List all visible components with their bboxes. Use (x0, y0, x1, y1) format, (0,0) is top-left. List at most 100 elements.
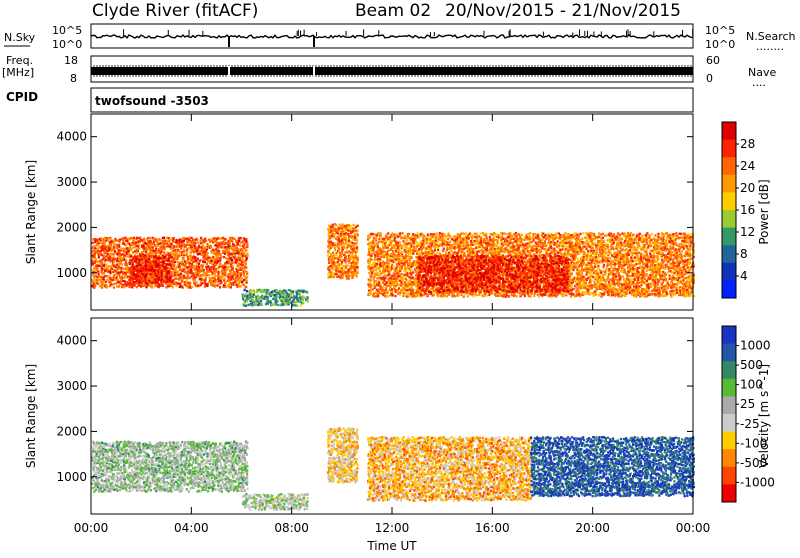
data-cell (110, 253, 112, 255)
data-cell (342, 241, 344, 243)
data-cell (130, 249, 132, 251)
data-cell (454, 246, 456, 248)
data-cell (468, 237, 470, 239)
data-cell (354, 237, 356, 239)
data-cell (406, 273, 408, 275)
data-cell (145, 246, 147, 248)
data-cell (123, 286, 125, 288)
data-cell (354, 255, 356, 257)
data-cell (238, 272, 240, 274)
data-cell (334, 247, 336, 249)
data-cell (111, 246, 113, 248)
data-cell (158, 268, 160, 270)
data-cell (431, 242, 433, 244)
data-cell (146, 282, 148, 284)
data-cell (493, 235, 495, 237)
data-cell (443, 247, 445, 249)
data-cell (454, 242, 456, 244)
scatter-region-2 (242, 289, 309, 307)
data-cell (494, 252, 496, 254)
data-cell (154, 256, 156, 258)
data-cell (198, 250, 200, 252)
data-cell (409, 262, 411, 264)
data-cell (408, 233, 410, 235)
data-cell (217, 271, 219, 273)
data-cell (388, 271, 390, 273)
data-cell (230, 278, 232, 280)
data-cell (476, 238, 478, 240)
data-cell (162, 240, 164, 242)
data-cell (242, 250, 244, 252)
data-cell (476, 233, 478, 235)
data-cell (257, 295, 259, 297)
data-cell (497, 239, 499, 241)
data-cell (264, 296, 266, 298)
data-cell (187, 270, 189, 272)
data-cell (181, 244, 183, 246)
data-cell (171, 260, 173, 262)
data-cell (480, 240, 482, 242)
data-cell (357, 266, 359, 268)
data-cell (399, 241, 401, 243)
data-cell (149, 278, 151, 280)
data-cell (97, 283, 99, 285)
data-cell (332, 230, 334, 232)
data-cell (222, 275, 224, 277)
data-cell (383, 254, 385, 256)
data-cell (370, 249, 372, 251)
data-cell (119, 238, 121, 240)
data-cell (217, 237, 219, 239)
data-cell (431, 250, 433, 252)
data-cell (335, 262, 337, 264)
data-cell (113, 286, 115, 288)
data-cell (100, 276, 102, 278)
data-cell (436, 235, 438, 237)
data-cell (276, 300, 278, 302)
data-cell (356, 257, 358, 259)
data-cell (212, 282, 214, 284)
data-cell (98, 256, 100, 258)
data-cell (382, 238, 384, 240)
data-cell (219, 286, 221, 288)
data-cell (180, 273, 182, 275)
data-cell (286, 296, 288, 298)
data-cell (459, 241, 461, 243)
data-cell (104, 237, 106, 239)
data-cell (459, 293, 461, 295)
data-cell (379, 262, 381, 264)
data-cell (401, 232, 403, 234)
data-cell (177, 274, 179, 276)
data-cell (383, 248, 385, 250)
data-cell (387, 250, 389, 252)
data-cell (497, 295, 499, 297)
data-cell (444, 233, 446, 235)
data-cell (205, 266, 207, 268)
data-cell (201, 282, 203, 284)
data-cell (202, 244, 204, 246)
data-cell (144, 256, 146, 258)
data-cell (399, 244, 401, 246)
data-cell (417, 232, 419, 234)
data-cell (357, 225, 359, 227)
data-cell (333, 254, 335, 256)
data-cell (288, 293, 290, 295)
data-cell (215, 270, 217, 272)
data-cell (416, 241, 418, 243)
data-cell (396, 266, 398, 268)
data-cell (482, 238, 484, 240)
data-cell (141, 258, 143, 260)
data-cell (94, 260, 96, 262)
data-cell (158, 278, 160, 280)
data-cell (335, 224, 337, 226)
data-cell (338, 266, 340, 268)
data-cell (390, 244, 392, 246)
data-cell (214, 273, 216, 275)
data-cell (472, 244, 474, 246)
data-cell (151, 284, 153, 286)
data-cell (292, 290, 294, 292)
noise-tick-low-left: 10^0 (52, 38, 82, 51)
data-cell (164, 256, 166, 258)
data-cell (242, 258, 244, 260)
data-cell (225, 246, 227, 248)
